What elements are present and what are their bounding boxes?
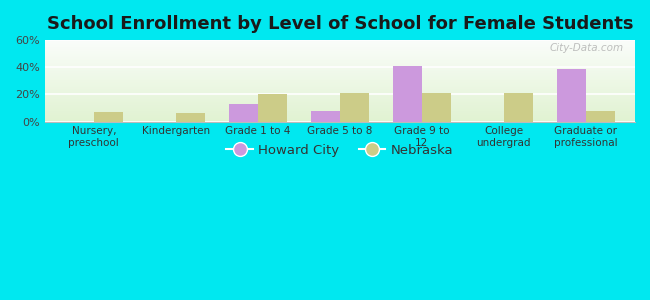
Bar [258, 94, 287, 122]
Bar [45, 70, 635, 71]
Bar [45, 113, 635, 114]
Bar [45, 42, 635, 43]
Bar [45, 80, 635, 81]
Bar [45, 65, 635, 66]
Bar [45, 63, 635, 64]
Bar [45, 101, 635, 102]
Bar [45, 56, 635, 57]
Bar [45, 121, 635, 122]
Bar [45, 119, 635, 120]
Bar [176, 113, 205, 122]
Bar [45, 89, 635, 90]
Bar [340, 93, 369, 122]
Bar [45, 77, 635, 78]
Bar [45, 103, 635, 104]
Bar [45, 48, 635, 49]
Bar [45, 47, 635, 48]
Bar [45, 120, 635, 121]
Bar [45, 72, 635, 73]
Bar [45, 88, 635, 89]
Bar [45, 82, 635, 83]
Bar [45, 52, 635, 53]
Bar [45, 107, 635, 108]
Bar [45, 87, 635, 88]
Bar [45, 50, 635, 51]
Bar [45, 97, 635, 98]
Bar [45, 64, 635, 65]
Bar [45, 79, 635, 80]
Bar [45, 44, 635, 45]
Bar [45, 95, 635, 96]
Bar [45, 75, 635, 76]
Bar [393, 66, 422, 122]
Bar [45, 111, 635, 112]
Bar [45, 40, 635, 41]
Bar [45, 116, 635, 117]
Bar [45, 115, 635, 116]
Bar [45, 99, 635, 100]
Bar [94, 112, 122, 122]
Bar [45, 68, 635, 69]
Bar [45, 91, 635, 92]
Bar [311, 111, 340, 122]
Bar [45, 110, 635, 111]
Bar [45, 85, 635, 86]
Bar [45, 92, 635, 93]
Bar [586, 111, 614, 122]
Bar [45, 74, 635, 75]
Bar [45, 58, 635, 59]
Legend: Howard City, Nebraska: Howard City, Nebraska [221, 139, 458, 162]
Bar [422, 93, 450, 122]
Bar [45, 73, 635, 74]
Bar [45, 93, 635, 94]
Bar [45, 94, 635, 95]
Bar [45, 53, 635, 54]
Bar [45, 67, 635, 68]
Bar [45, 57, 635, 58]
Bar [45, 108, 635, 109]
Bar [45, 71, 635, 72]
Bar [45, 41, 635, 42]
Bar [45, 43, 635, 44]
Bar [45, 69, 635, 70]
Bar [557, 69, 586, 122]
Bar [45, 54, 635, 55]
Bar [45, 66, 635, 67]
Bar [45, 45, 635, 46]
Bar [45, 62, 635, 63]
Bar [45, 78, 635, 79]
Text: City-Data.com: City-Data.com [549, 43, 623, 52]
Bar [45, 118, 635, 119]
Bar [45, 61, 635, 62]
Bar [45, 46, 635, 47]
Bar [45, 104, 635, 105]
Bar [45, 112, 635, 113]
Bar [45, 102, 635, 103]
Bar [45, 59, 635, 60]
Bar [45, 96, 635, 97]
Bar [45, 76, 635, 77]
Bar [45, 51, 635, 52]
Bar [45, 81, 635, 82]
Title: School Enrollment by Level of School for Female Students: School Enrollment by Level of School for… [47, 15, 633, 33]
Bar [45, 98, 635, 99]
Bar [45, 106, 635, 107]
Bar [229, 104, 258, 122]
Bar [504, 93, 532, 122]
Bar [45, 60, 635, 61]
Bar [45, 114, 635, 115]
Bar [45, 86, 635, 87]
Bar [45, 90, 635, 91]
Bar [45, 84, 635, 85]
Bar [45, 117, 635, 118]
Bar [45, 100, 635, 101]
Bar [45, 105, 635, 106]
Bar [45, 49, 635, 50]
Bar [45, 83, 635, 84]
